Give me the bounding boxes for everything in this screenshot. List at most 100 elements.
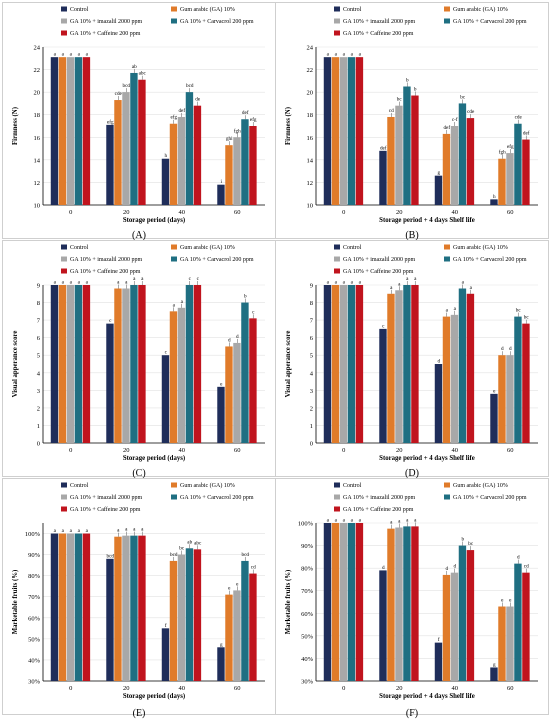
- bar: [403, 86, 411, 205]
- significance-label: b: [244, 294, 247, 300]
- significance-label: a: [62, 528, 65, 534]
- bar: [411, 285, 419, 443]
- panel-label: (C): [132, 468, 146, 479]
- legend-label: GA 10% + Carvacrol 200 ppm: [180, 19, 254, 25]
- significance-label: efg: [507, 143, 514, 150]
- legend-swatch: [171, 494, 177, 500]
- y-tick-label: 5: [310, 353, 313, 360]
- significance-label: d: [445, 566, 448, 572]
- bar: [379, 150, 387, 205]
- y-tick-label: 40%: [301, 656, 314, 663]
- x-tick-label: 20: [123, 447, 130, 454]
- significance-label: cde: [115, 91, 123, 97]
- significance-label: a: [117, 280, 120, 286]
- y-tick-label: 60%: [28, 615, 41, 622]
- bar: [122, 535, 130, 681]
- bar: [331, 57, 340, 206]
- legend-label: Gum arabic (GA) 10%: [180, 244, 235, 251]
- significance-label: a: [343, 518, 346, 524]
- legend-swatch: [334, 506, 340, 512]
- significance-label: a: [78, 528, 81, 534]
- bar: [514, 563, 522, 681]
- y-tick-label: 18: [34, 112, 41, 119]
- chart-panel: 30% 40% 50% 60% 70% 80% 90% 100% Marketable frui…: [2, 478, 276, 715]
- legend-swatch: [61, 18, 67, 24]
- x-tick-label: 0: [69, 447, 72, 454]
- significance-label: bc: [397, 97, 403, 103]
- significance-label: a: [54, 280, 57, 286]
- bar: [395, 290, 403, 443]
- significance-label: efg: [250, 116, 257, 123]
- bar: [331, 285, 340, 443]
- significance-label: def: [523, 130, 530, 137]
- chart-svg: 30% 40% 50% 60% 70% 80% 90% 100% Marketable frui…: [12, 482, 265, 700]
- chart-panel: 30% 40% 50% 60% 70% 80% 90% 100% Marketable frui…: [275, 478, 549, 715]
- y-tick-label: 100%: [25, 531, 41, 538]
- significance-label: a: [62, 52, 65, 58]
- legend-swatch: [334, 244, 340, 250]
- legend-label: Gum arabic (GA) 10%: [180, 6, 235, 13]
- y-tick-label: 0: [310, 441, 313, 448]
- y-tick-label: 3: [37, 388, 40, 395]
- x-tick-label: 60: [234, 447, 241, 454]
- y-tick-label: 10: [34, 203, 41, 210]
- bar: [233, 590, 241, 681]
- significance-label: a: [414, 517, 417, 523]
- significance-label: a: [390, 285, 393, 291]
- x-tick-label: 40: [179, 447, 186, 454]
- significance-label: g: [493, 662, 496, 668]
- bar: [387, 116, 395, 205]
- bar: [217, 184, 225, 205]
- bar: [138, 535, 146, 681]
- significance-label: d: [236, 334, 239, 340]
- y-tick-label: 3: [310, 388, 313, 395]
- bar: [185, 285, 194, 443]
- bar: [106, 323, 114, 443]
- y-axis-label: Visual apperance score: [12, 331, 19, 398]
- bar: [347, 285, 356, 443]
- significance-label: a: [390, 520, 393, 526]
- bar: [506, 355, 514, 443]
- legend-swatch: [444, 244, 450, 250]
- panel-label: (D): [405, 468, 419, 479]
- legend-label: GA 10% + Caffeine 200 ppm: [70, 30, 141, 37]
- bar: [58, 285, 67, 443]
- significance-label: a: [335, 52, 338, 58]
- x-tick-label: 40: [452, 209, 459, 216]
- y-tick-label: 18: [307, 112, 314, 119]
- bar: [177, 554, 186, 681]
- chart-svg: 10 12 14 16 18 20 22 24 Firmness (N) Storage peri…: [285, 6, 538, 224]
- significance-label: e: [228, 586, 231, 592]
- bar: [241, 119, 249, 205]
- significance-label: a: [125, 280, 128, 286]
- bar: [193, 105, 202, 205]
- bar: [130, 72, 138, 205]
- y-axis-label: Marketable fruits (%): [285, 570, 292, 635]
- y-tick-label: 80%: [301, 566, 314, 573]
- x-axis-label: Storage period + 4 days Shelf life: [379, 693, 475, 700]
- bar: [522, 572, 530, 681]
- y-tick-label: 12: [34, 180, 41, 187]
- bar: [347, 57, 356, 206]
- bar: [58, 533, 67, 681]
- bar: [82, 533, 91, 681]
- legend-swatch: [61, 244, 67, 250]
- significance-label: c: [109, 318, 112, 324]
- y-tick-label: 70%: [301, 588, 314, 595]
- x-tick-label: 60: [507, 209, 514, 216]
- significance-label: e: [220, 381, 223, 387]
- x-tick-label: 0: [69, 685, 72, 692]
- significance-label: a: [70, 52, 73, 58]
- bar: [50, 533, 59, 681]
- significance-label: g: [437, 170, 440, 176]
- significance-label: def: [178, 107, 185, 114]
- x-tick-label: 0: [342, 209, 345, 216]
- legend-label: Gum arabic (GA) 10%: [453, 244, 508, 251]
- bar: [241, 302, 249, 443]
- bar: [122, 92, 130, 205]
- bar: [66, 285, 75, 443]
- legend-swatch: [61, 256, 67, 262]
- x-tick-label: 40: [179, 685, 186, 692]
- legend-label: GA 10% + imazalil 2000 ppm: [70, 495, 143, 501]
- y-tick-label: 7: [37, 318, 41, 325]
